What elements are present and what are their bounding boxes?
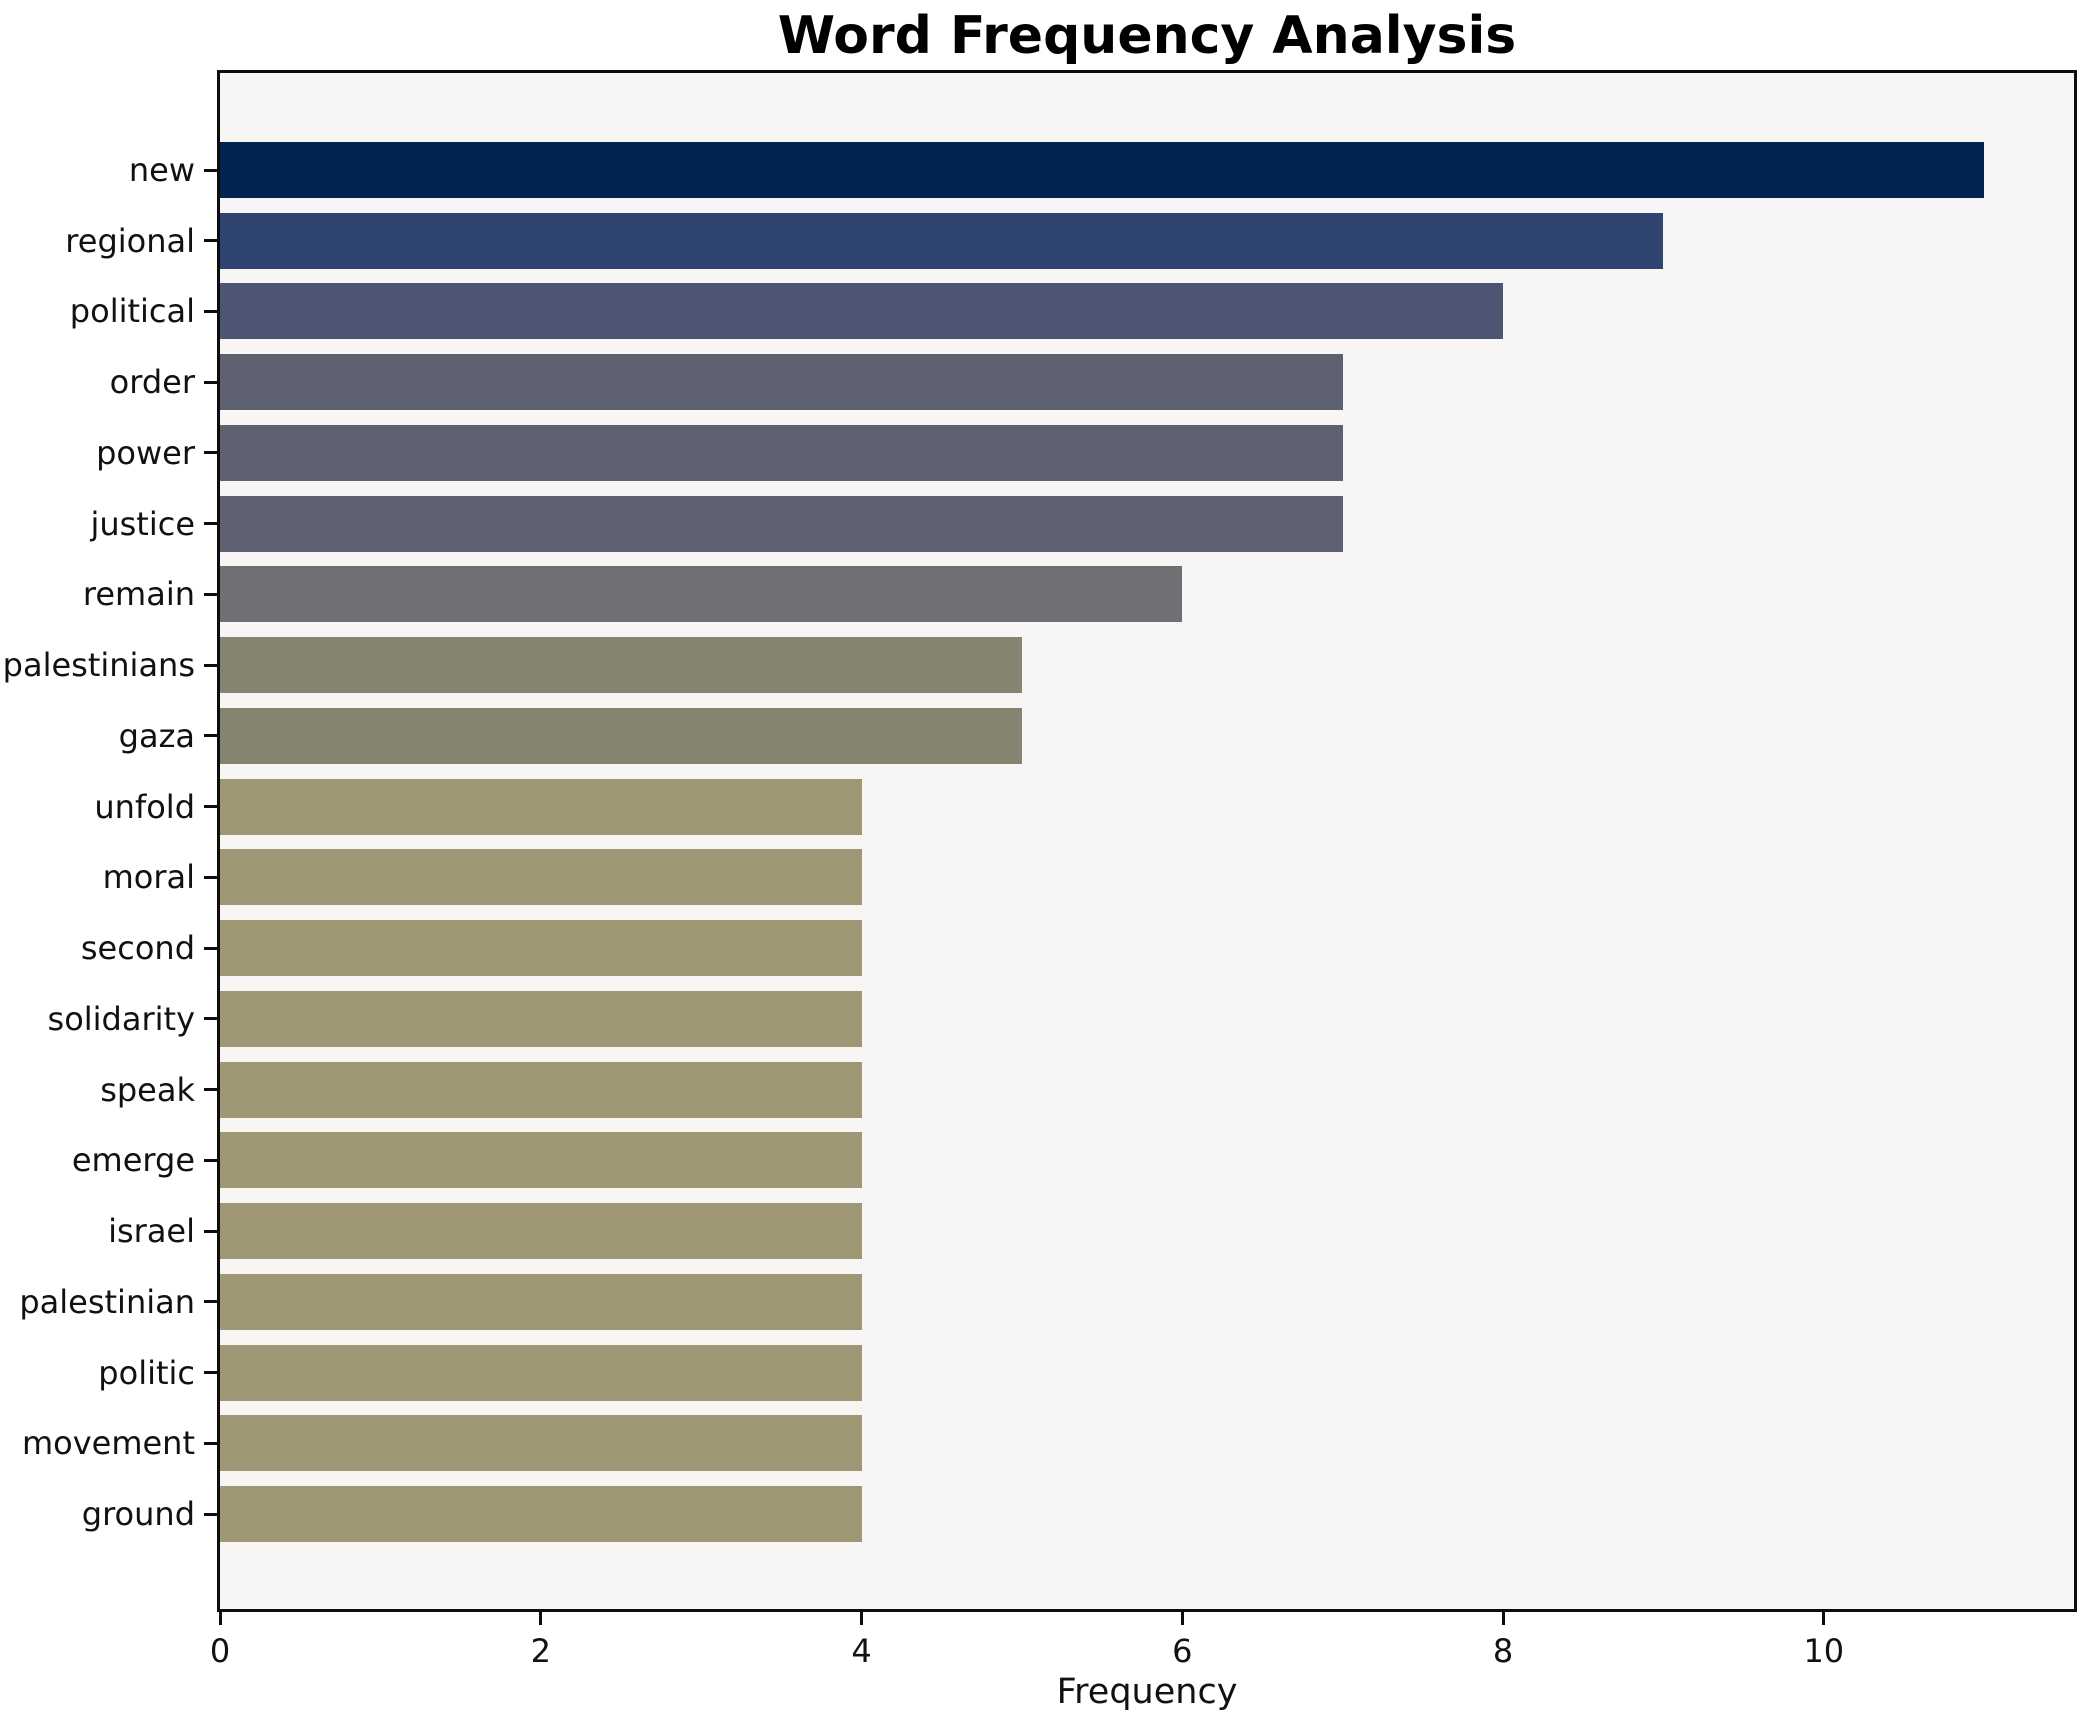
x-tick-label-6: 6 [1172,1632,1193,1670]
bar-ground [220,1486,862,1543]
y-tick-political [204,309,217,313]
y-label-solidarity: solidarity [47,999,195,1038]
y-tick-movement [204,1441,217,1445]
y-tick-israel [204,1229,217,1233]
y-tick-emerge [204,1158,217,1162]
y-tick-power [204,451,217,455]
y-label-remain: remain [82,575,195,614]
x-axis-label: Frequency [1056,1672,1238,1712]
bar-israel [220,1203,862,1260]
y-tick-speak [204,1088,217,1092]
x-tick-label-10: 10 [1803,1632,1845,1670]
y-tick-new [204,168,217,172]
x-tick-6 [1180,1612,1184,1625]
bar-palestinians [220,637,1022,694]
x-tick-label-8: 8 [1492,1632,1514,1670]
bar-order [220,354,1343,411]
bar-gaza [220,707,1022,764]
x-tick-10 [1822,1612,1826,1625]
y-label-new: new [128,151,195,189]
y-tick-regional [204,239,217,243]
bar-remain [220,566,1183,623]
y-label-palestinian: palestinian [19,1282,195,1321]
y-label-gaza: gaza [118,716,195,755]
y-label-political: political [69,292,195,331]
bar-new [220,142,1985,198]
bar-palestinian [220,1273,862,1330]
y-tick-solidarity [204,1017,217,1021]
x-tick-2 [539,1612,543,1625]
y-label-politic: politic [98,1353,195,1392]
x-tick-4 [860,1612,864,1625]
y-tick-unfold [204,805,217,809]
x-tick-label-4: 4 [851,1632,872,1670]
x-tick-0 [218,1612,222,1625]
y-tick-palestinian [204,1300,217,1304]
y-label-power: power [96,433,195,472]
y-label-order: order [109,363,195,402]
bar-speak [220,1061,862,1118]
y-tick-ground [204,1512,217,1516]
y-label-moral: moral [102,858,195,897]
bar-power [220,424,1343,481]
y-label-israel: israel [108,1212,195,1251]
bar-unfold [220,778,862,835]
y-label-second: second [80,929,195,968]
bar-politic [220,1344,862,1401]
y-tick-moral [204,875,217,879]
bar-emerge [220,1132,862,1189]
y-tick-remain [204,592,217,596]
y-label-ground: ground [81,1495,195,1534]
x-tick-label-2: 2 [530,1632,551,1670]
y-label-regional: regional [65,221,195,260]
x-tick-8 [1501,1612,1505,1625]
x-tick-label-0: 0 [209,1632,231,1670]
y-tick-second [204,946,217,950]
y-tick-justice [204,522,217,526]
y-tick-politic [204,1371,217,1375]
bar-solidarity [220,990,862,1047]
bar-regional [220,212,1664,269]
y-tick-gaza [204,734,217,738]
y-label-justice: justice [90,504,195,543]
y-label-speak: speak [100,1070,195,1109]
y-label-movement: movement [21,1424,195,1463]
bar-moral [220,849,862,906]
bar-justice [220,495,1343,552]
chart-title: Word Frequency Analysis [777,6,1517,66]
plot-area [217,70,2077,1612]
bar-political [220,283,1504,340]
y-label-emerge: emerge [71,1141,195,1180]
y-label-palestinians: palestinians [2,646,195,685]
bar-movement [220,1415,862,1472]
y-label-unfold: unfold [94,787,195,826]
y-tick-order [204,380,217,384]
bar-second [220,920,862,977]
y-tick-palestinians [204,663,217,667]
